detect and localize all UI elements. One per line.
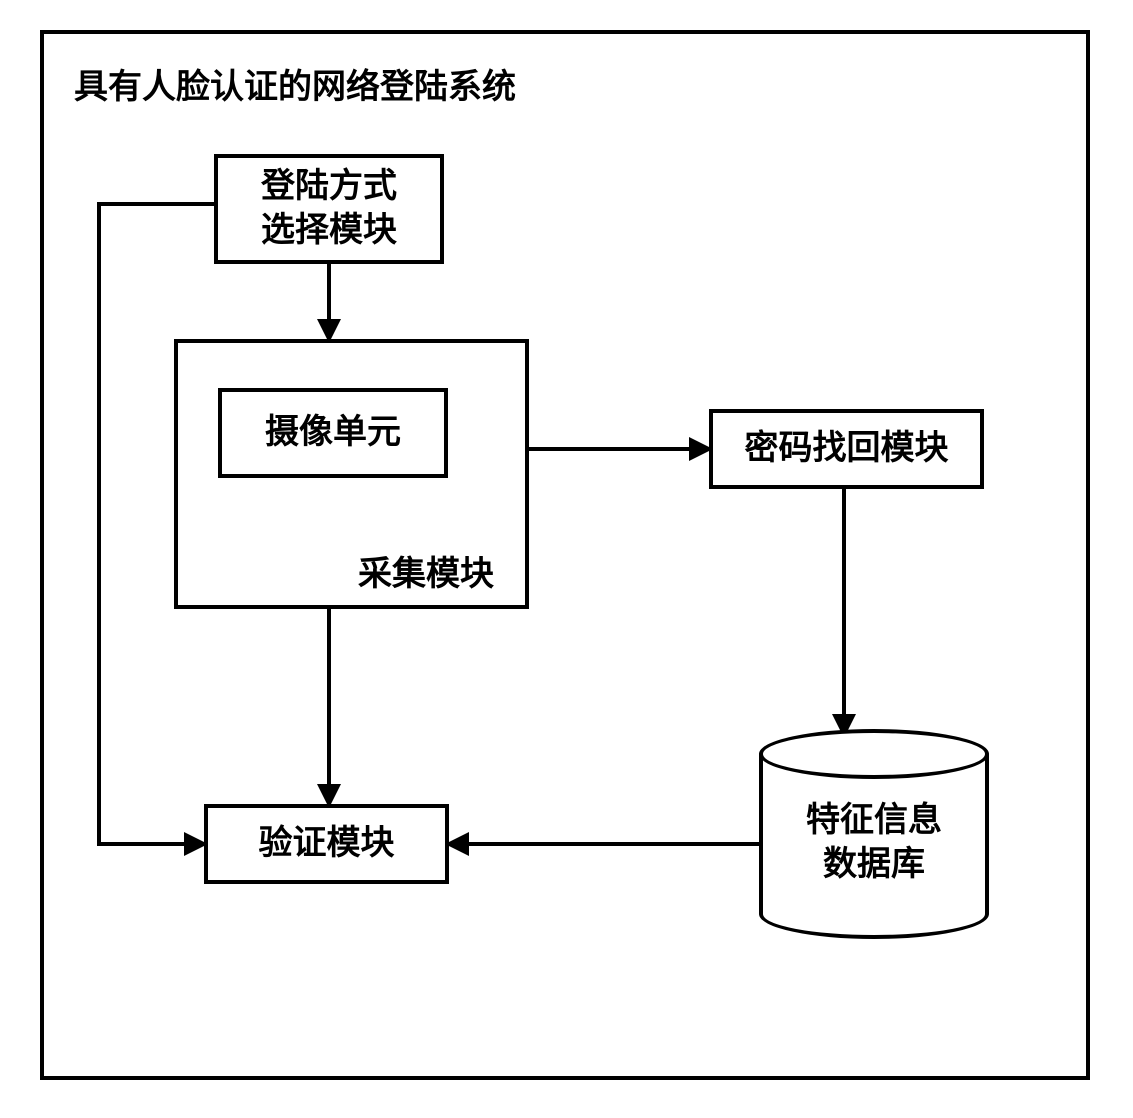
node-collection-label: 采集模块 (358, 553, 494, 597)
cylinder-top (759, 729, 989, 779)
node-camera-label: 摄像单元 (265, 411, 401, 455)
node-login-mode: 登陆方式选择模块 (214, 154, 444, 264)
diagram-title: 具有人脸认证的网络登陆系统 (74, 59, 516, 108)
diagram-frame: 具有人脸认证的网络登陆系统 登陆方式选择模块 摄像单元 采集模块 密码找回模块 … (40, 30, 1090, 1080)
node-password-recovery: 密码找回模块 (709, 409, 984, 489)
node-password-recovery-label: 密码找回模块 (745, 427, 949, 471)
node-verification: 验证模块 (204, 804, 449, 884)
node-verification-label: 验证模块 (259, 822, 395, 866)
node-feature-db-label: 特征信息数据库 (759, 799, 989, 887)
node-camera: 摄像单元 (218, 388, 448, 478)
node-collection: 摄像单元 采集模块 (174, 339, 529, 609)
node-feature-db: 特征信息数据库 (759, 729, 989, 939)
node-login-mode-label: 登陆方式选择模块 (261, 165, 397, 253)
